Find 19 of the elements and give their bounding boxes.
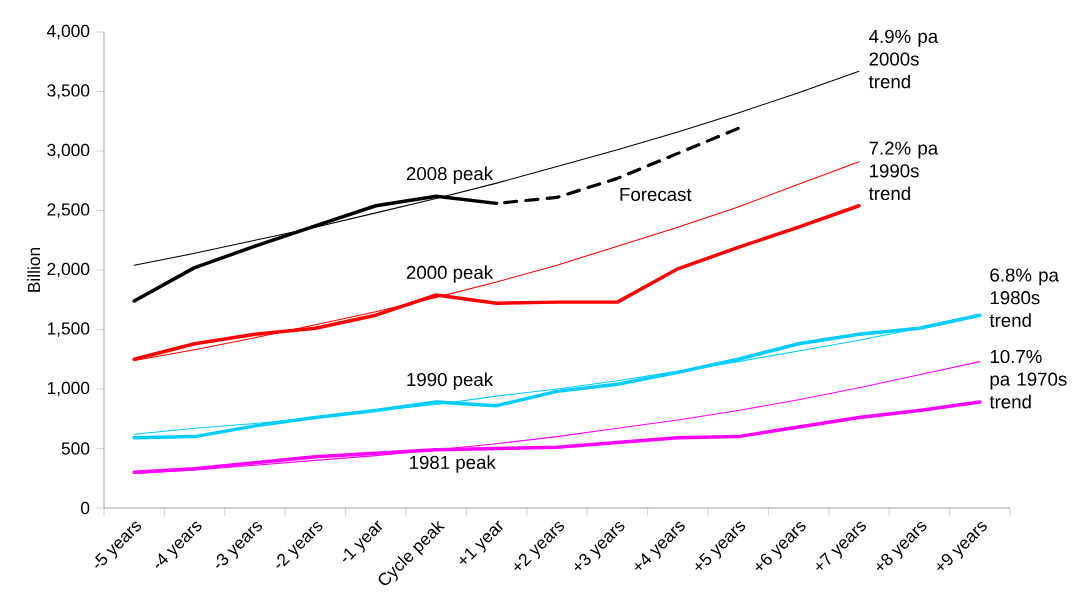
annotation: 7.2% pa 1990s trend — [868, 141, 939, 201]
y-tick-label: 4,000 — [46, 24, 90, 40]
y-tick-label: 2,500 — [47, 203, 90, 218]
y-tick-label: 2,000 — [47, 262, 90, 278]
y-axis-title: Billion — [27, 248, 41, 292]
annotation: 4.9% pa 2000s trend — [868, 29, 939, 89]
y-tick-label: 500 — [61, 442, 90, 455]
y-tick-label: 1,500 — [47, 322, 90, 337]
annotation: 2008 peak — [406, 166, 494, 184]
annotation: 10.7% pa 1970s trend — [989, 349, 1067, 409]
annotation: 2000 peak — [406, 265, 494, 283]
annotation: 6.8% pa 1980s trend — [989, 268, 1059, 327]
annotation: 1981 peak — [410, 455, 496, 473]
y-tick-label: 3,000 — [47, 143, 90, 159]
y-tick-label: 1,000 — [47, 381, 90, 397]
y-tick-label: 3,500 — [47, 84, 90, 99]
annotation: Forecast — [620, 187, 692, 201]
y-tick-label: 0 — [80, 501, 90, 515]
annotation: 1990 peak — [407, 372, 494, 390]
